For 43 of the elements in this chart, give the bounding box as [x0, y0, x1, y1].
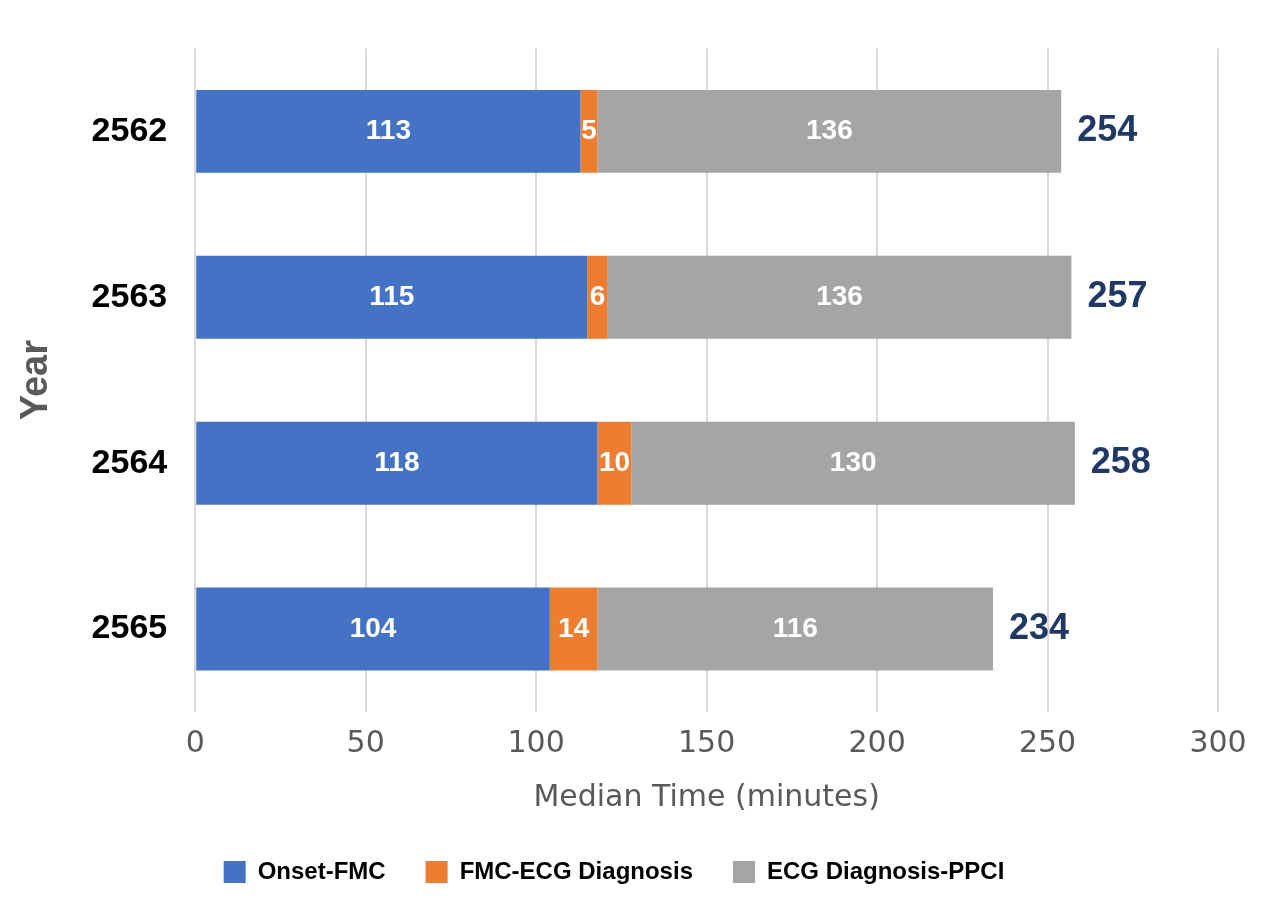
data-label: 136: [805, 114, 853, 146]
y-tick-label: 2565: [91, 607, 168, 646]
data-label: 115: [369, 279, 415, 311]
data-label: 116: [772, 611, 818, 643]
data-label: 10: [598, 445, 631, 477]
bar: [196, 587, 550, 671]
bar: [597, 89, 1062, 173]
bar: [631, 421, 1075, 505]
y-tick-label: 2563: [91, 275, 168, 314]
x-tick-label: 100: [507, 723, 565, 759]
data-label: 136: [816, 279, 863, 311]
bar: [196, 421, 598, 505]
x-tick-label: 300: [1189, 723, 1247, 759]
legend-label: Onset-FMC: [257, 856, 386, 884]
x-axis-title: Median Time (minutes): [533, 777, 880, 813]
x-tick-label: 50: [346, 723, 385, 759]
data-label: 113: [365, 114, 411, 146]
total-label: 258: [1090, 440, 1151, 482]
total-label: 254: [1077, 108, 1138, 150]
bar: [196, 89, 581, 173]
total-label: 257: [1087, 274, 1148, 316]
x-tick-label: 0: [185, 723, 205, 759]
data-label: 118: [374, 445, 420, 477]
bar: [549, 587, 598, 671]
total-label: 234: [1008, 605, 1070, 647]
data-label: 130: [829, 445, 877, 477]
x-tick-label: 200: [848, 723, 906, 759]
data-label: 6: [589, 279, 606, 311]
data-label: 5: [581, 114, 597, 146]
bar: [607, 255, 1072, 339]
bar: [587, 255, 608, 339]
data-label: 104: [349, 611, 397, 643]
x-tick-label: 150: [677, 723, 736, 759]
y-tick-label: 2564: [91, 441, 168, 480]
bar: [597, 587, 993, 671]
x-tick-label: 250: [1018, 723, 1077, 759]
bar: [580, 89, 598, 173]
legend-label: ECG Diagnosis-PPCI: [766, 856, 1005, 884]
y-axis-title: Year: [13, 339, 56, 421]
bar: [196, 255, 588, 339]
y-tick-label: 2562: [91, 109, 168, 148]
data-label: 14: [558, 611, 590, 643]
legend-label: FMC-ECG Diagnosis: [459, 856, 693, 884]
